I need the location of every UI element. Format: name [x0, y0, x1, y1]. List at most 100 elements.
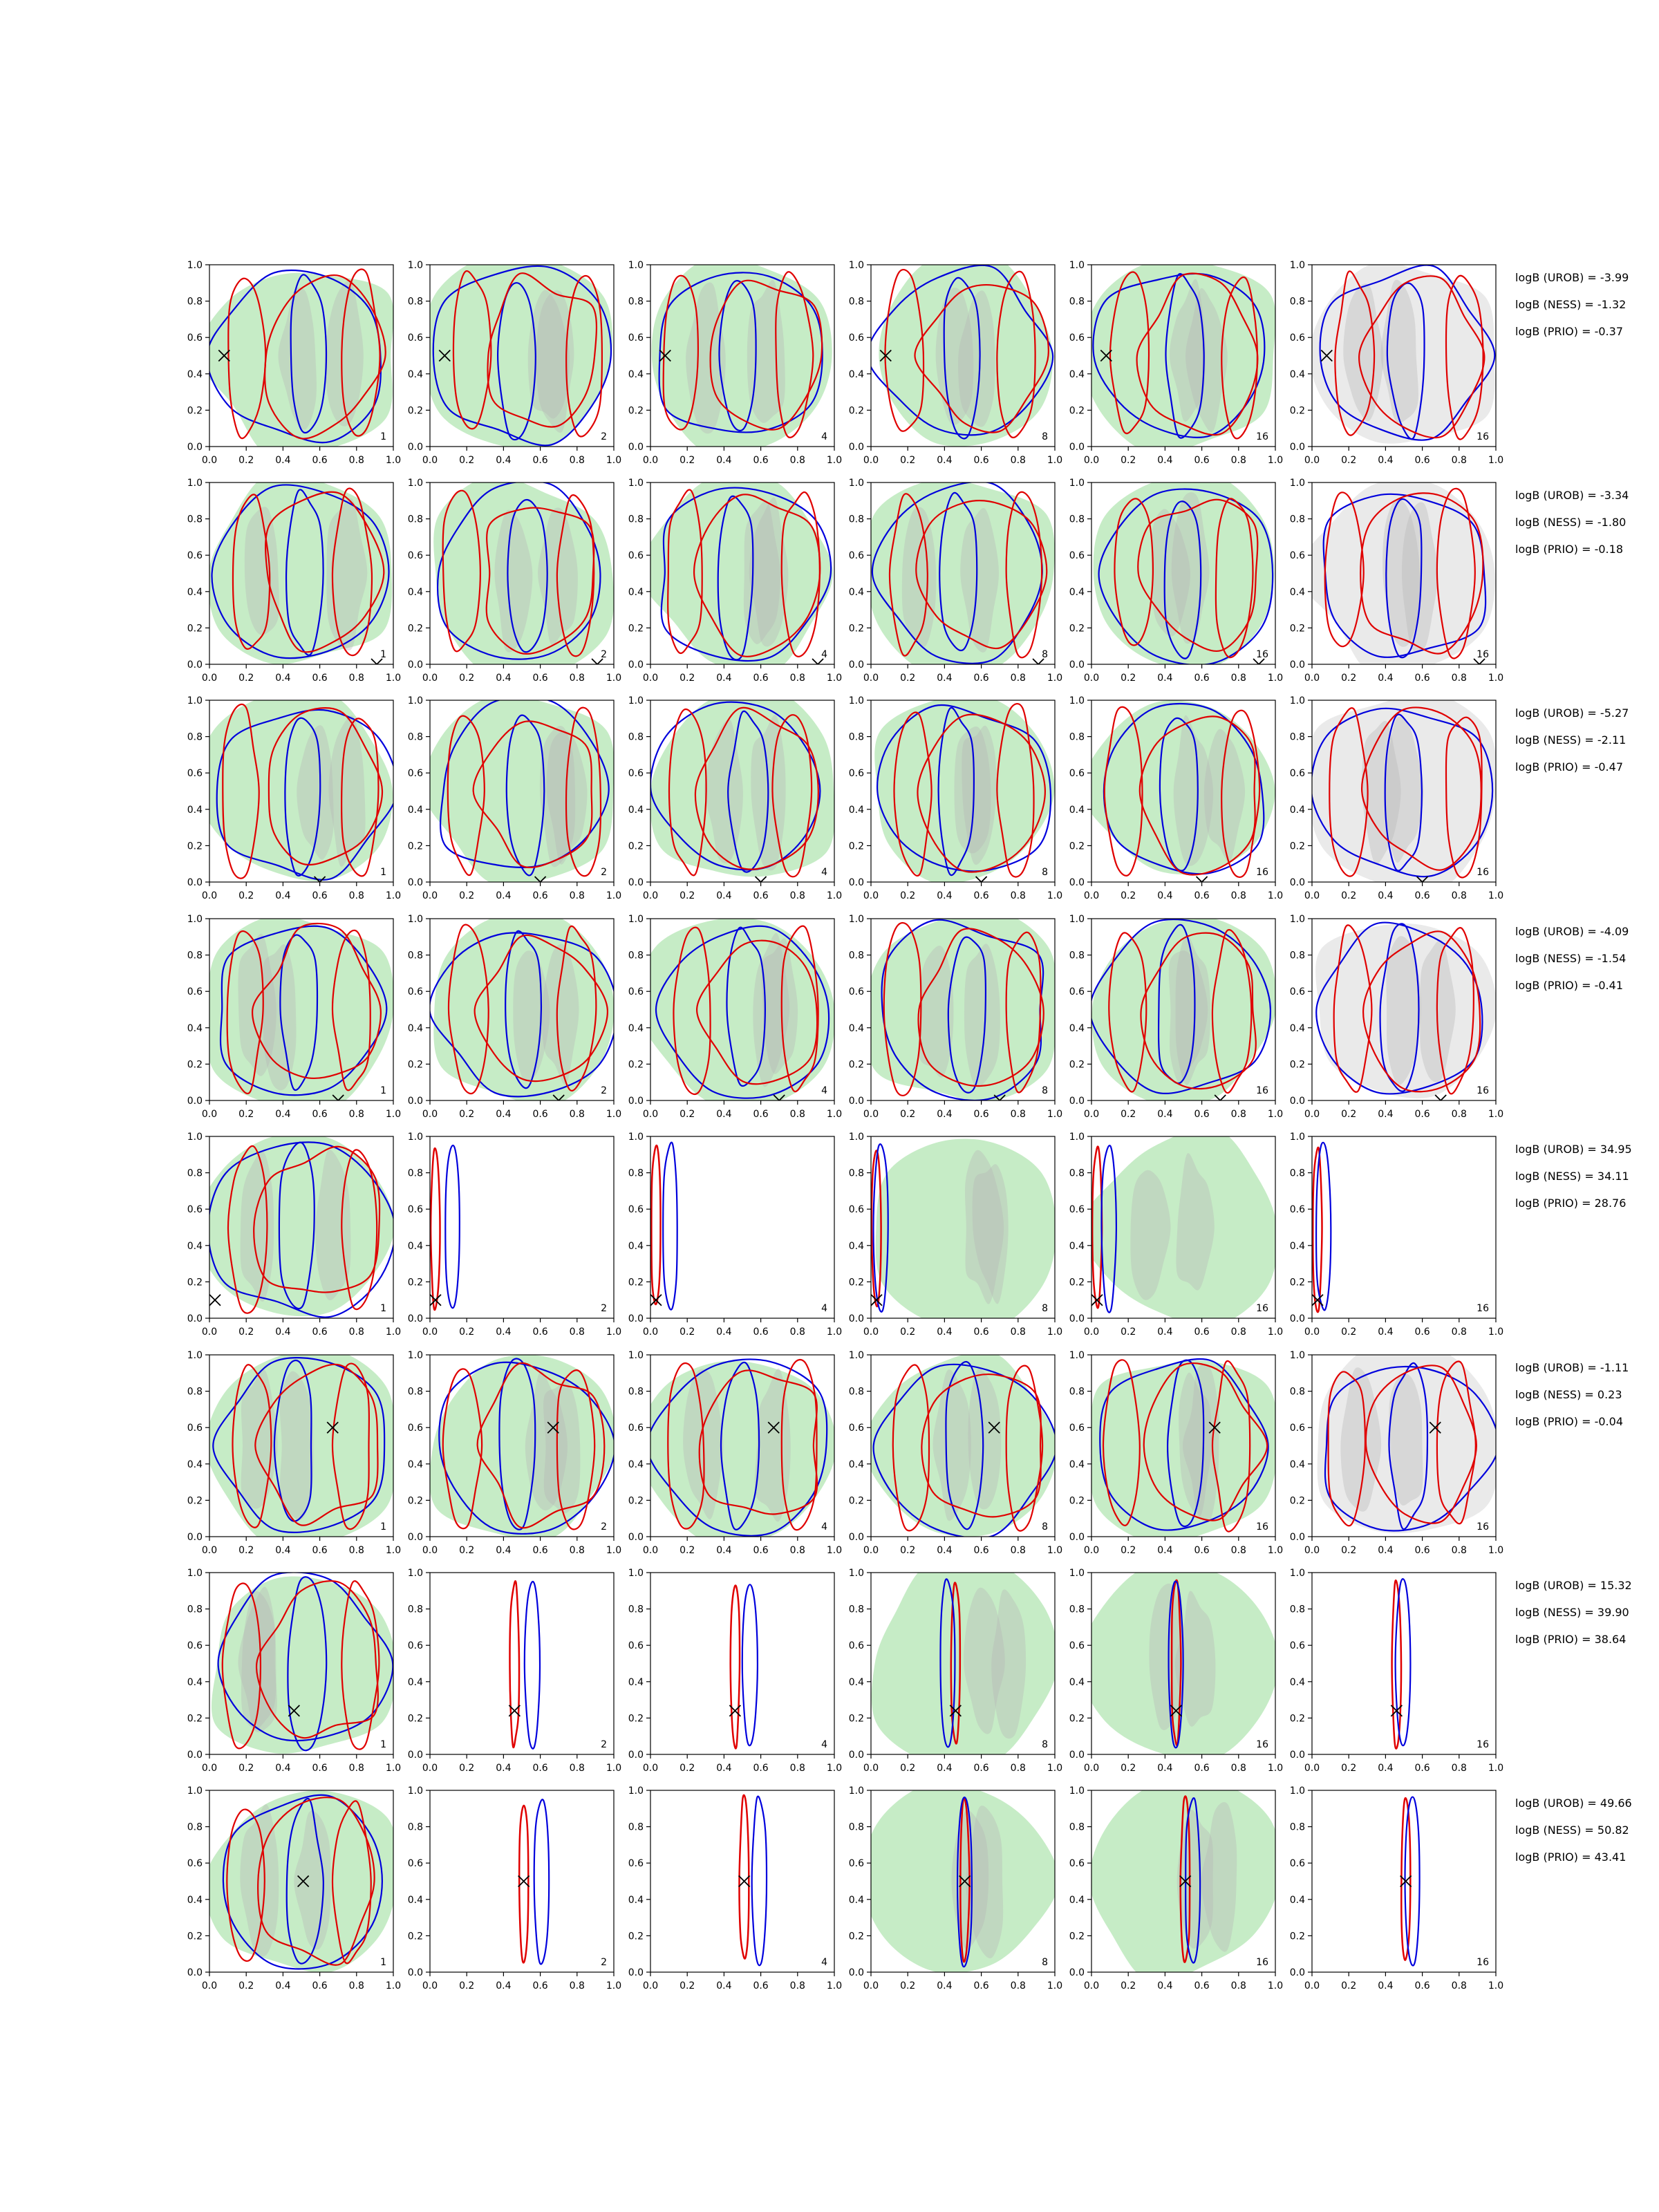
y-tick-label: 0.4	[849, 1241, 864, 1252]
y-tick-label: 0.2	[187, 1713, 203, 1724]
panel-r4-c5: 0.0 0.2 0.4 0.6 0.8 1.0 0.0 0.2 0.4 0.6 0.8 1.0 16	[1069, 914, 1283, 1120]
panel-frame	[209, 482, 394, 665]
x-tick-label: 0.4	[1157, 1545, 1172, 1556]
panel-frame	[429, 264, 615, 447]
x-tick-label: 0.6	[1414, 1327, 1430, 1338]
y-tick-label: 0.4	[187, 587, 203, 598]
panel-frame	[650, 1136, 835, 1319]
y-tick-label: 1.0	[1069, 478, 1085, 489]
true-value-marker	[729, 1705, 741, 1717]
x-tick-label: 0.8	[349, 1545, 364, 1556]
x-tick-label: 0.8	[570, 1327, 585, 1338]
contour-red	[565, 274, 603, 438]
y-tick-label: 1.0	[1290, 1568, 1305, 1579]
contour-red	[1436, 1360, 1477, 1525]
panel-index-label: 2	[601, 1521, 607, 1533]
panel-r1-c4: 0.0 0.2 0.4 0.6 0.8 1.0 0.0 0.2 0.4 0.6 0.8 1.0 8	[849, 260, 1062, 466]
x-tick-label: 0.2	[459, 1980, 474, 1991]
x-tick-label: 1.0	[386, 890, 401, 901]
density-region	[209, 272, 393, 447]
contour-red	[1324, 491, 1365, 648]
x-tick-label: 0.6	[1414, 1545, 1430, 1556]
y-tick-label: 1.0	[1290, 1350, 1305, 1361]
y-tick-label: 0.0	[187, 877, 203, 888]
contour-blue	[1165, 273, 1205, 439]
true-value-marker	[1429, 1421, 1441, 1434]
x-tick-label: 0.2	[238, 673, 254, 684]
y-tick-label: 1.0	[408, 1350, 423, 1361]
y-tick-label: 0.8	[628, 732, 644, 743]
x-tick-label: 0.0	[1304, 673, 1320, 684]
density-region	[209, 482, 393, 664]
x-tick-label: 0.4	[496, 1763, 511, 1774]
y-tick-label: 0.4	[1290, 805, 1305, 816]
panel-index-label: 8	[1042, 1303, 1048, 1314]
true-value-marker	[1179, 1875, 1192, 1888]
x-tick-label: 0.4	[275, 890, 290, 901]
panel-frame	[870, 1136, 1056, 1319]
density-core	[964, 1587, 1005, 1734]
panel-frame	[870, 700, 1056, 883]
x-tick-label: 0.8	[1231, 890, 1246, 901]
y-tick-label: 0.6	[408, 1640, 423, 1651]
x-tick-label: 0.4	[937, 455, 952, 466]
y-tick-label: 0.6	[187, 1204, 203, 1215]
panel-index-label: 16	[1256, 1303, 1268, 1314]
y-tick-label: 0.2	[849, 841, 864, 852]
logB-annotation: logB (PRIO) = 28.76	[1515, 1197, 1626, 1210]
x-tick-label: 1.0	[1488, 1327, 1503, 1338]
y-tick-label: 0.6	[1290, 550, 1305, 561]
x-tick-label: 0.4	[275, 1327, 290, 1338]
density-region	[650, 482, 833, 664]
x-tick-label: 0.2	[459, 455, 474, 466]
y-tick-label: 0.2	[187, 1495, 203, 1506]
contour-blue	[726, 926, 767, 1087]
x-tick-label: 0.4	[937, 673, 952, 684]
y-tick-label: 0.4	[1290, 1459, 1305, 1470]
y-tick-label: 0.0	[628, 659, 644, 671]
y-tick-label: 0.0	[408, 1750, 423, 1761]
density-core	[315, 1150, 351, 1301]
contour-red	[430, 1147, 441, 1311]
density-core	[1173, 715, 1214, 866]
y-tick-label: 1.0	[1290, 695, 1305, 706]
contour-red	[662, 274, 699, 431]
y-tick-label: 0.6	[1290, 1423, 1305, 1434]
x-tick-label: 0.4	[716, 890, 731, 901]
x-tick-label: 0.8	[349, 1327, 364, 1338]
x-tick-label: 0.4	[496, 1327, 511, 1338]
y-tick-label: 0.2	[849, 1931, 864, 1942]
contour-blue	[211, 484, 390, 659]
x-tick-label: 0.4	[275, 673, 290, 684]
y-tick-label: 0.8	[1290, 1387, 1305, 1398]
density-region	[1091, 1360, 1275, 1537]
contour-red	[331, 1362, 370, 1530]
x-tick-label: 1.0	[1268, 890, 1283, 901]
y-tick-label: 0.0	[187, 1750, 203, 1761]
panel-r5-c1: 0.0 0.2 0.4 0.6 0.8 1.0 0.0 0.2 0.4 0.6 0.8 1.0 1	[187, 1132, 401, 1338]
contour-red	[1005, 931, 1042, 1094]
x-tick-label: 0.2	[1121, 455, 1136, 466]
panel-frame	[209, 700, 394, 883]
panel-index-label: 16	[1477, 1303, 1489, 1314]
density-core	[901, 507, 937, 648]
x-tick-label: 1.0	[386, 1327, 401, 1338]
y-tick-label: 0.6	[628, 1640, 644, 1651]
contour-red	[474, 934, 608, 1082]
y-tick-label: 0.6	[1069, 1640, 1085, 1651]
true-value-marker	[332, 1094, 344, 1100]
contour-red	[1137, 498, 1259, 653]
panel-r5-c2: 0.0 0.2 0.4 0.6 0.8 1.0 0.0 0.2 0.4 0.6 0.8 1.0 2	[408, 1132, 621, 1338]
true-value-marker	[209, 1294, 221, 1306]
contour-red	[650, 1144, 662, 1306]
x-tick-label: 0.2	[238, 455, 254, 466]
y-tick-label: 0.4	[408, 1677, 423, 1688]
x-tick-label: 0.4	[937, 1545, 952, 1556]
y-tick-label: 0.0	[408, 877, 423, 888]
y-tick-label: 0.8	[187, 732, 203, 743]
panel-frame	[429, 1136, 615, 1319]
x-tick-label: 0.0	[643, 890, 658, 901]
x-tick-label: 0.0	[643, 1109, 658, 1120]
panel-r7-c4: 0.0 0.2 0.4 0.6 0.8 1.0 0.0 0.2 0.4 0.6 0.8 1.0 8	[849, 1568, 1062, 1774]
contour-red	[1140, 932, 1257, 1090]
